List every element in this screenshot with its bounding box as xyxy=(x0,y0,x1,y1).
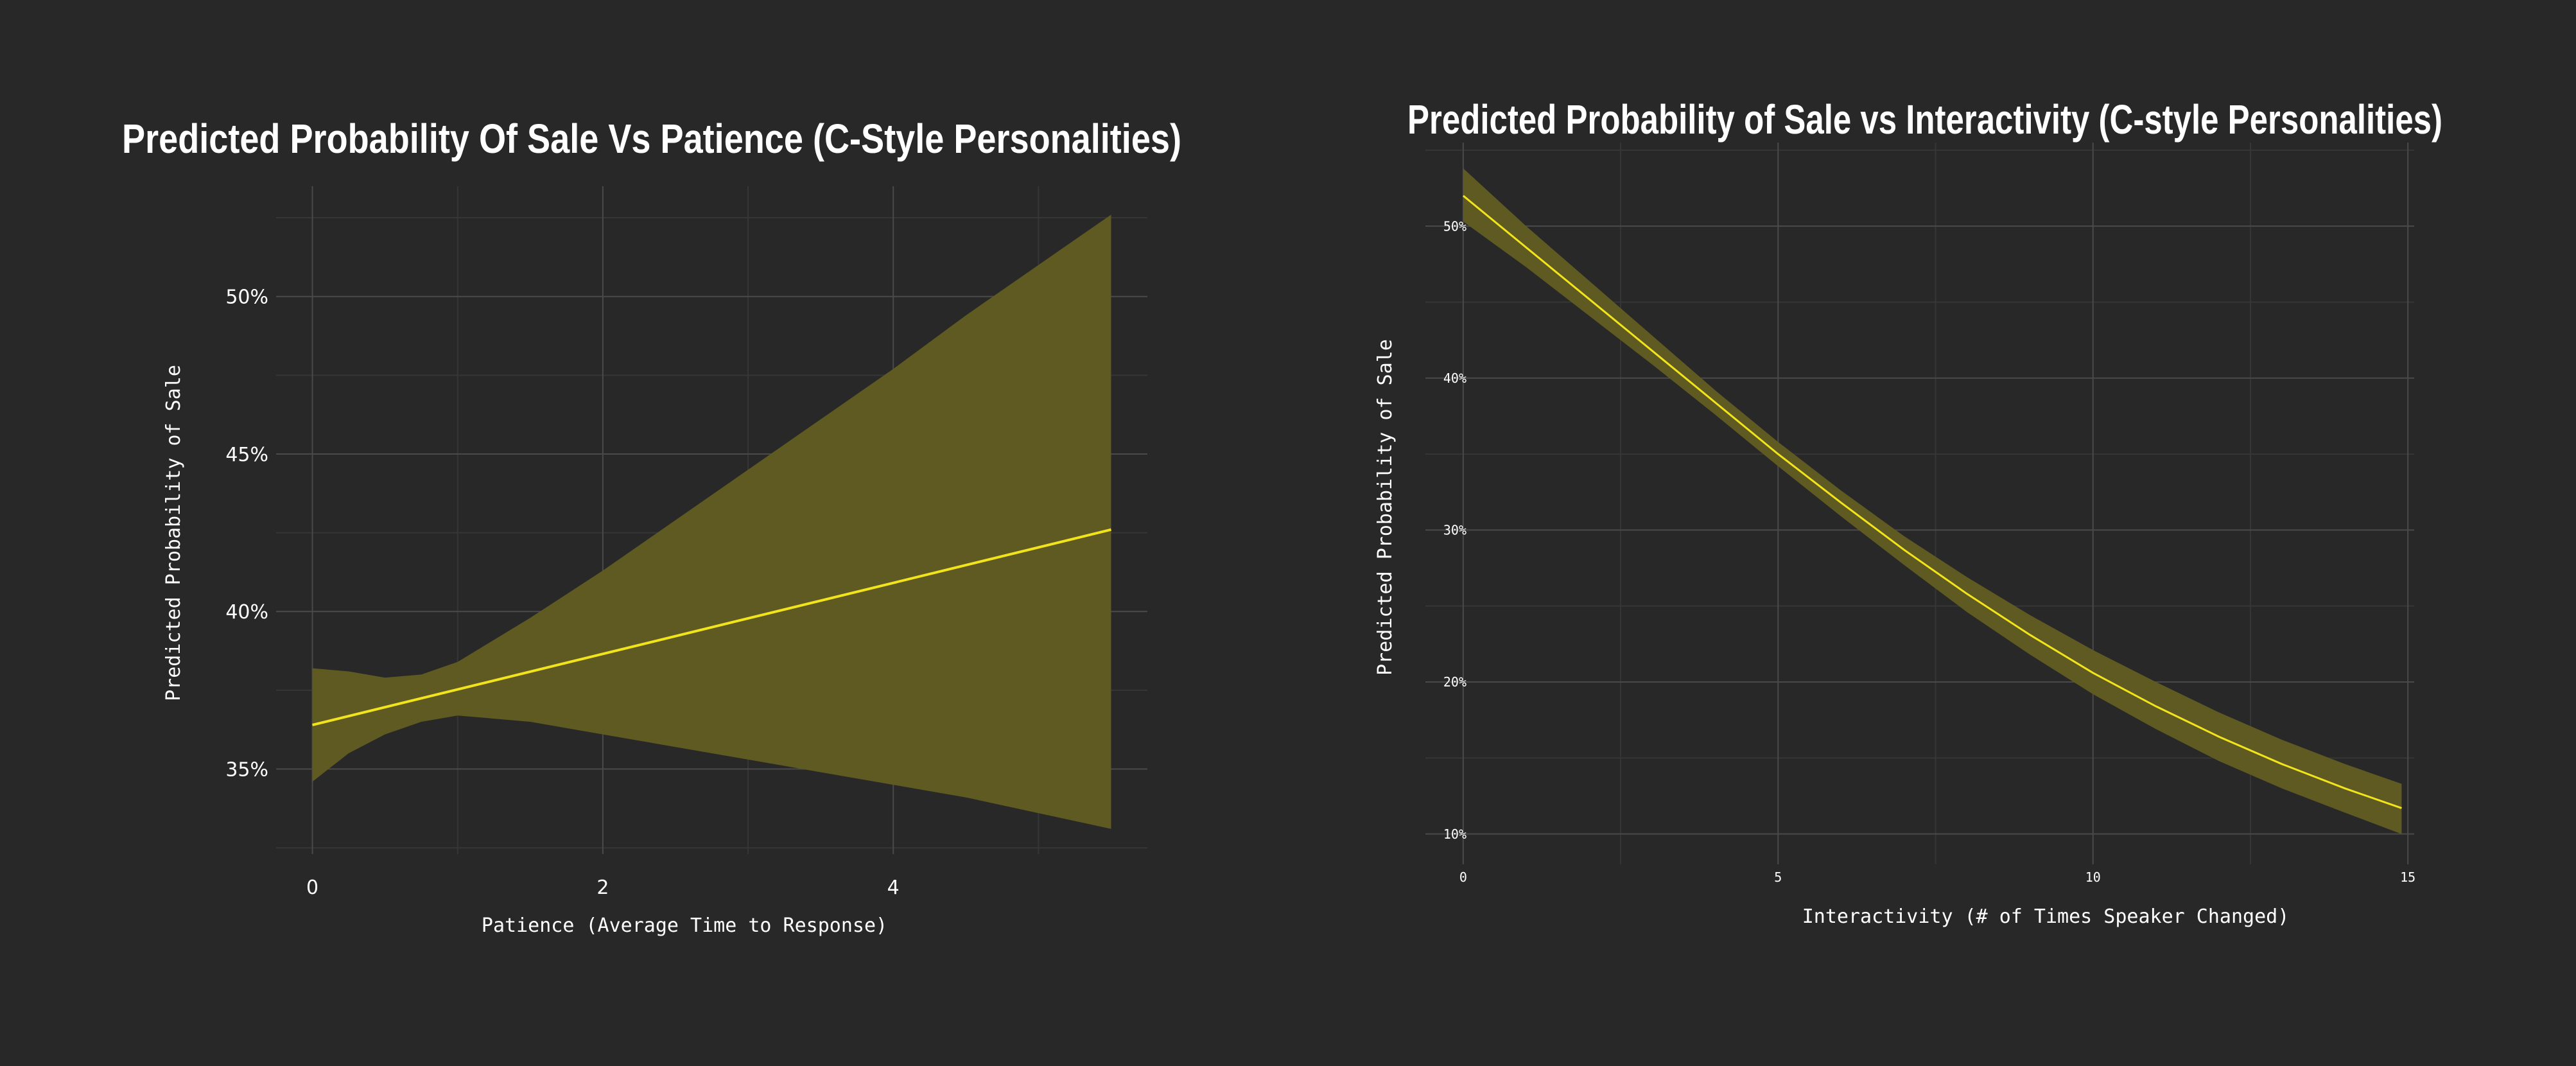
chart-interactivity-y-axis-title: Predicted Probability of Sale xyxy=(1374,339,1397,676)
chart-interactivity-x-tick-label: 0 xyxy=(1459,869,1467,885)
chart-patience-prediction-line xyxy=(312,528,1111,726)
chart-interactivity-title: Predicted Probability of Sale vs Interac… xyxy=(1407,96,2442,143)
chart-interactivity-y-tick-label: 50% xyxy=(1443,218,1466,234)
chart-interactivity-x-axis-title: Interactivity (# of Times Speaker Change… xyxy=(1802,905,2290,928)
chart-patience-x-tick-label: 4 xyxy=(887,877,900,899)
chart-interactivity-y-tick-label: 20% xyxy=(1443,674,1466,690)
chart-interactivity: 10% 20% 30% 40% 50% 0 5 10 15 Predicted Probabi… xyxy=(1374,96,2442,928)
chart-patience-y-tick-label: 50% xyxy=(225,286,268,308)
chart-interactivity-minor-grid xyxy=(1425,143,2414,864)
chart-patience-title: Predicted Probability Of Sale Vs Patienc… xyxy=(122,116,1181,162)
chart-patience-x-axis-title: Patience (Average Time to Response) xyxy=(482,914,887,937)
chart-interactivity-y-tick-label: 40% xyxy=(1443,371,1466,386)
chart-patience: 35% 40% 45% 50% 0 2 4 Predicted Probability O… xyxy=(122,116,1181,937)
chart-patience-x-tick-label: 0 xyxy=(306,877,318,899)
chart-interactivity-x-tick-label: 15 xyxy=(2400,869,2415,885)
chart-interactivity-confidence-band xyxy=(1463,168,2402,834)
chart-patience-x-tick-label: 2 xyxy=(596,877,609,899)
chart-interactivity-x-tick-labels: 0 5 10 15 xyxy=(1459,869,2415,885)
chart-interactivity-y-tick-label: 10% xyxy=(1443,826,1466,842)
chart-interactivity-x-tick-label: 10 xyxy=(2085,869,2101,885)
chart-interactivity-major-grid xyxy=(1425,143,2414,864)
chart-interactivity-x-tick-label: 5 xyxy=(1774,869,1782,885)
chart-patience-y-axis-title: Predicted Probability of Sale xyxy=(162,365,185,701)
chart-patience-y-tick-labels: 35% 40% 45% 50% xyxy=(225,286,268,781)
chart-interactivity-y-tick-labels: 10% 20% 30% 40% 50% xyxy=(1443,218,1466,842)
chart-interactivity-prediction-line xyxy=(1462,195,2402,809)
chart-patience-y-tick-label: 35% xyxy=(225,758,268,781)
chart-patience-y-tick-label: 40% xyxy=(225,601,268,624)
chart-interactivity-y-tick-label: 30% xyxy=(1443,523,1466,538)
chart-patience-x-tick-labels: 0 2 4 xyxy=(306,877,900,899)
chart-patience-y-tick-label: 45% xyxy=(225,444,268,466)
